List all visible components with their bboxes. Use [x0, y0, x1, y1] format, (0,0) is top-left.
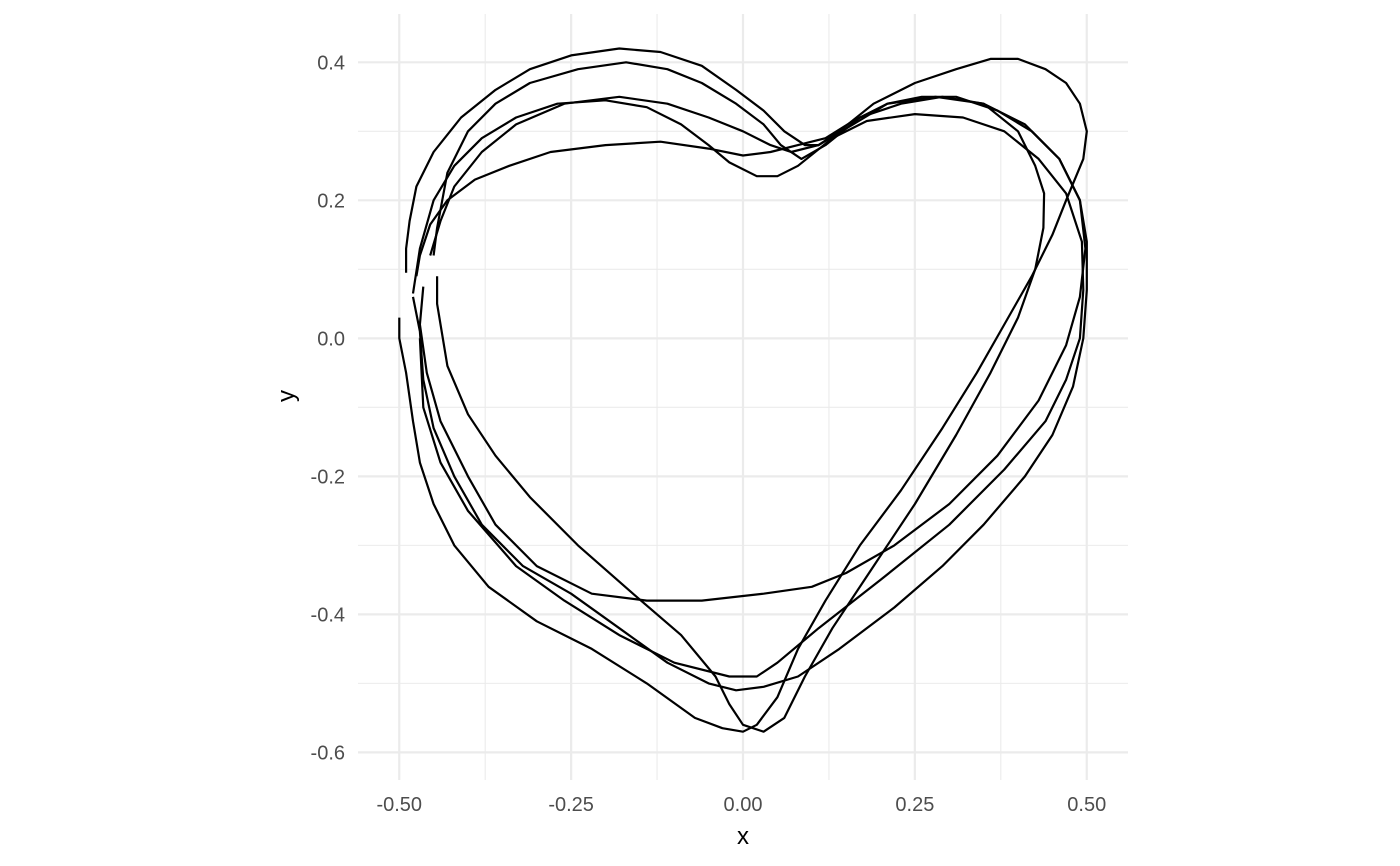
y-tick-label: 0.4: [317, 52, 345, 74]
y-tick-label: 0.0: [317, 328, 345, 350]
y-tick-label: 0.2: [317, 190, 345, 212]
x-tick-label: -0.50: [376, 794, 422, 816]
series-line-4: [398, 47, 1088, 733]
y-tick-label: -0.2: [311, 466, 345, 488]
x-tick-label: 0.00: [724, 794, 763, 816]
y-axis-label: y: [273, 390, 300, 402]
x-tick-label: -0.25: [548, 794, 594, 816]
y-tick-labels: -0.6 -0.4 -0.2 0.0 0.2 0.4: [311, 52, 345, 764]
series-line-2: [432, 61, 1046, 733]
series-line-1: [411, 99, 1085, 678]
series-line-3: [418, 95, 1087, 602]
x-tick-label: 0.25: [895, 794, 934, 816]
y-tick-label: -0.4: [311, 604, 345, 626]
y-tick-label: -0.6: [311, 742, 345, 764]
series-lines: [398, 47, 1088, 733]
x-tick-labels: -0.50 -0.25 0.00 0.25 0.50: [376, 794, 1106, 816]
x-axis-label: x: [737, 823, 749, 850]
series-line-5: [411, 95, 1088, 692]
grid-major: [358, 14, 1128, 780]
x-tick-label: 0.50: [1067, 794, 1106, 816]
